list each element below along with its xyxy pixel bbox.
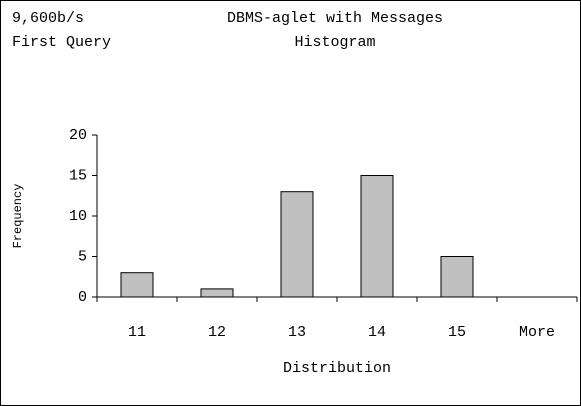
x-tick-label: 13 <box>288 324 306 341</box>
x-tick-label: 12 <box>208 324 226 341</box>
bar <box>440 256 474 298</box>
x-tick-label: 15 <box>448 324 466 341</box>
y-tick-label: 15 <box>69 167 87 184</box>
bar <box>360 175 394 298</box>
x-axis-label: Distribution <box>283 360 391 377</box>
y-tick-label: 0 <box>78 289 87 306</box>
bar <box>200 288 234 298</box>
y-tick-label: 5 <box>78 248 87 265</box>
x-tick-label: More <box>519 324 555 341</box>
y-axis-label: Frequency <box>11 184 25 249</box>
x-tick-label: 14 <box>368 324 386 341</box>
chart-title: DBMS-aglet with Messages <box>227 10 443 27</box>
chart-subtitle: Histogram <box>294 34 375 51</box>
bar <box>120 272 154 298</box>
y-tick-label: 10 <box>69 208 87 225</box>
x-tick-label: 11 <box>128 324 146 341</box>
annotation: 9,600b/s <box>12 10 84 27</box>
y-tick-label: 20 <box>69 127 87 144</box>
annotation: First Query <box>12 34 111 51</box>
bar <box>280 191 314 298</box>
